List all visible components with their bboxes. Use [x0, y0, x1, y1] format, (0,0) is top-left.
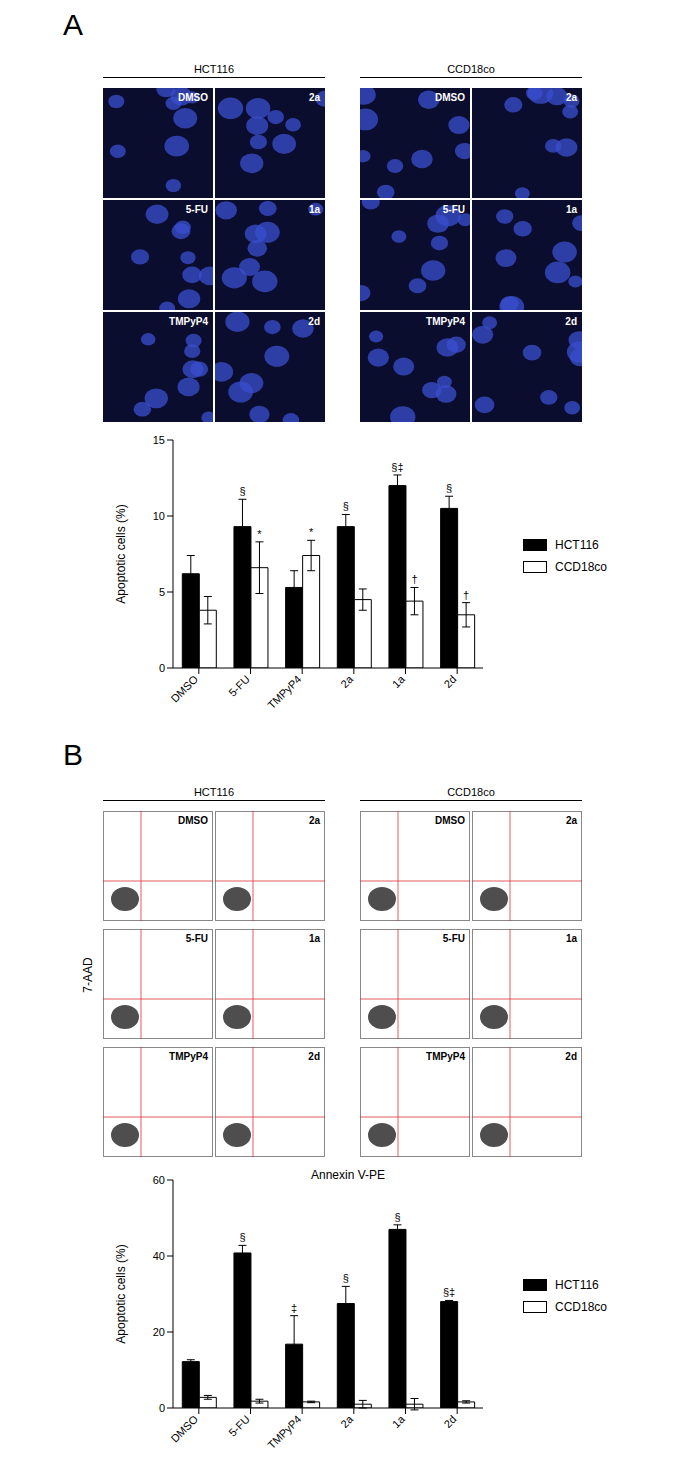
html-text:DMSO: DMSO — [435, 815, 465, 826]
svg-text:5-FU: 5-FU — [226, 1413, 252, 1439]
svg-text:0: 0 — [159, 662, 165, 674]
svg-text:2a: 2a — [338, 1412, 356, 1430]
svg-text:1a: 1a — [390, 1412, 408, 1430]
html-text:CCD18co: CCD18co — [447, 786, 495, 798]
html-text:HCT116: HCT116 — [193, 786, 235, 798]
svg-text:§: § — [239, 485, 245, 497]
svg-text:60: 60 — [153, 1174, 165, 1186]
html-text:TMPyP4: TMPyP4 — [426, 1051, 465, 1062]
html-text:5-FU: 5-FU — [442, 204, 465, 215]
svg-text:5: 5 — [159, 586, 165, 598]
html-text:DMSO: DMSO — [178, 815, 208, 826]
svg-text:*: * — [309, 526, 314, 538]
html-text:1a: 1a — [308, 204, 320, 215]
svg-text:15: 15 — [153, 434, 165, 446]
svg-text:§: § — [394, 1211, 400, 1223]
html-text:5-FU: 5-FU — [185, 204, 208, 215]
html-text:2a: 2a — [565, 815, 577, 826]
svg-text:2d: 2d — [441, 673, 458, 690]
html-text:CCD18co: CCD18co — [447, 63, 495, 75]
html-text:2a: 2a — [308, 92, 320, 103]
svg-text:5-FU: 5-FU — [226, 673, 252, 699]
html-text:DMSO: DMSO — [435, 92, 465, 103]
svg-text:DMSO: DMSO — [168, 673, 200, 705]
html-text:2d: 2d — [308, 316, 320, 327]
svg-text:§: § — [343, 500, 349, 512]
svg-text:TMPyP4: TMPyP4 — [265, 673, 303, 711]
html-text:1a: 1a — [308, 933, 320, 944]
svg-text:*: * — [257, 528, 262, 540]
html-text:HCT116: HCT116 — [193, 63, 235, 75]
html-text:2a: 2a — [308, 815, 320, 826]
svg-text:DMSO: DMSO — [168, 1413, 200, 1445]
svg-text:†: † — [411, 573, 417, 585]
svg-text:2a: 2a — [338, 672, 356, 690]
svg-text:40: 40 — [153, 1250, 165, 1262]
svg-text:20: 20 — [153, 1326, 165, 1338]
svg-text:0: 0 — [159, 1402, 165, 1414]
html-text:CCD18co: CCD18co — [555, 1300, 607, 1314]
html-text:A: A — [63, 8, 83, 41]
svg-text:Apoptotic cells (%): Apoptotic cells (%) — [114, 1244, 128, 1343]
html-text:HCT116: HCT116 — [555, 538, 599, 552]
html-text:CCD18co: CCD18co — [555, 560, 607, 574]
svg-text:§: § — [239, 1231, 245, 1243]
svg-text:‡: ‡ — [291, 1302, 297, 1314]
svg-text:2d: 2d — [441, 1413, 458, 1430]
html-text:TMPyP4: TMPyP4 — [169, 316, 208, 327]
html-text:DMSO: DMSO — [178, 92, 208, 103]
svg-text:Apoptotic cells (%): Apoptotic cells (%) — [114, 504, 128, 603]
svg-text:§: § — [446, 482, 452, 494]
html-text:5-FU: 5-FU — [185, 933, 208, 944]
html-text:TMPyP4: TMPyP4 — [169, 1051, 208, 1062]
svg-text:1a: 1a — [390, 672, 408, 690]
svg-text:§‡: §‡ — [391, 461, 403, 473]
html-text:HCT116: HCT116 — [555, 1278, 599, 1292]
html-text:1a: 1a — [565, 933, 577, 944]
html-text:B: B — [63, 738, 83, 771]
html-text:7-AAD: 7-AAD — [81, 957, 95, 993]
svg-text:10: 10 — [153, 510, 165, 522]
html-text:2d: 2d — [565, 1051, 577, 1062]
svg-text:§‡: §‡ — [443, 1286, 455, 1298]
html-text:TMPyP4: TMPyP4 — [426, 316, 465, 327]
svg-text:†: † — [463, 589, 469, 601]
html-text:1a: 1a — [565, 204, 577, 215]
html-text:5-FU: 5-FU — [442, 933, 465, 944]
svg-text:TMPyP4: TMPyP4 — [265, 1413, 303, 1451]
html-text:2d: 2d — [308, 1051, 320, 1062]
html-text:2d: 2d — [565, 316, 577, 327]
svg-text:§: § — [343, 1272, 349, 1284]
html-text:2a: 2a — [565, 92, 577, 103]
html-text:Annexin V-PE: Annexin V-PE — [311, 1168, 385, 1182]
